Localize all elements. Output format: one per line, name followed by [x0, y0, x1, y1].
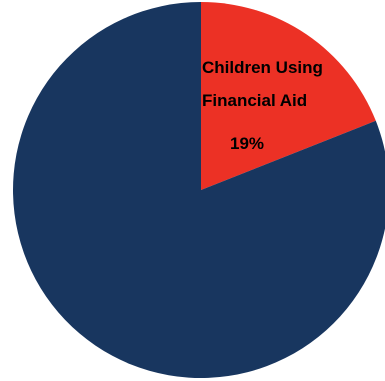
slice-label-line-1: Children Using	[202, 58, 323, 77]
pie-slice-other	[13, 2, 385, 378]
slice-label-financial-aid: Children Using Financial Aid 19%	[202, 58, 323, 153]
slice-value-label: 19%	[230, 134, 264, 153]
slice-label-line-2: Financial Aid	[202, 91, 307, 110]
pie-slice-financial-aid	[201, 2, 376, 190]
pie-slices	[13, 2, 385, 378]
